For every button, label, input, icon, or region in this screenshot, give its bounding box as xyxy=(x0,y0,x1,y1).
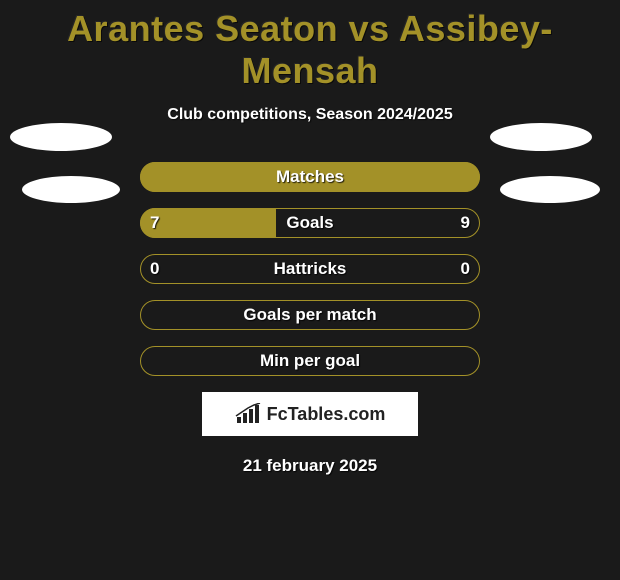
bar-label: Matches xyxy=(140,162,480,192)
value-right: 0 xyxy=(461,254,470,284)
date-text: 21 february 2025 xyxy=(0,456,620,476)
player-photo-placeholder xyxy=(22,176,120,203)
bar-track: Min per goal xyxy=(140,346,480,376)
player-photo-placeholder xyxy=(10,123,112,151)
value-left: 7 xyxy=(150,208,159,238)
chart-icon xyxy=(235,403,261,425)
stat-row: Hattricks0 0 xyxy=(0,254,620,284)
stat-row: Min per goal xyxy=(0,346,620,376)
logo-box: FcTables.com xyxy=(202,392,418,436)
stat-row: Goals7 9 xyxy=(0,208,620,238)
logo-text: FcTables.com xyxy=(267,404,386,425)
stat-row: Goals per match xyxy=(0,300,620,330)
bar-track: Hattricks0 0 xyxy=(140,254,480,284)
bar-track: Goals per match xyxy=(140,300,480,330)
player-photo-placeholder xyxy=(490,123,592,151)
bar-label: Goals xyxy=(140,208,480,238)
bar-label: Hattricks xyxy=(140,254,480,284)
page-title: Arantes Seaton vs Assibey-Mensah xyxy=(0,0,620,92)
bar-track: Matches xyxy=(140,162,480,192)
subtitle: Club competitions, Season 2024/2025 xyxy=(0,106,620,124)
value-left: 0 xyxy=(150,254,159,284)
bar-label: Goals per match xyxy=(140,300,480,330)
value-right: 9 xyxy=(461,208,470,238)
bar-track: Goals7 9 xyxy=(140,208,480,238)
bar-label: Min per goal xyxy=(140,346,480,376)
player-photo-placeholder xyxy=(500,176,600,203)
